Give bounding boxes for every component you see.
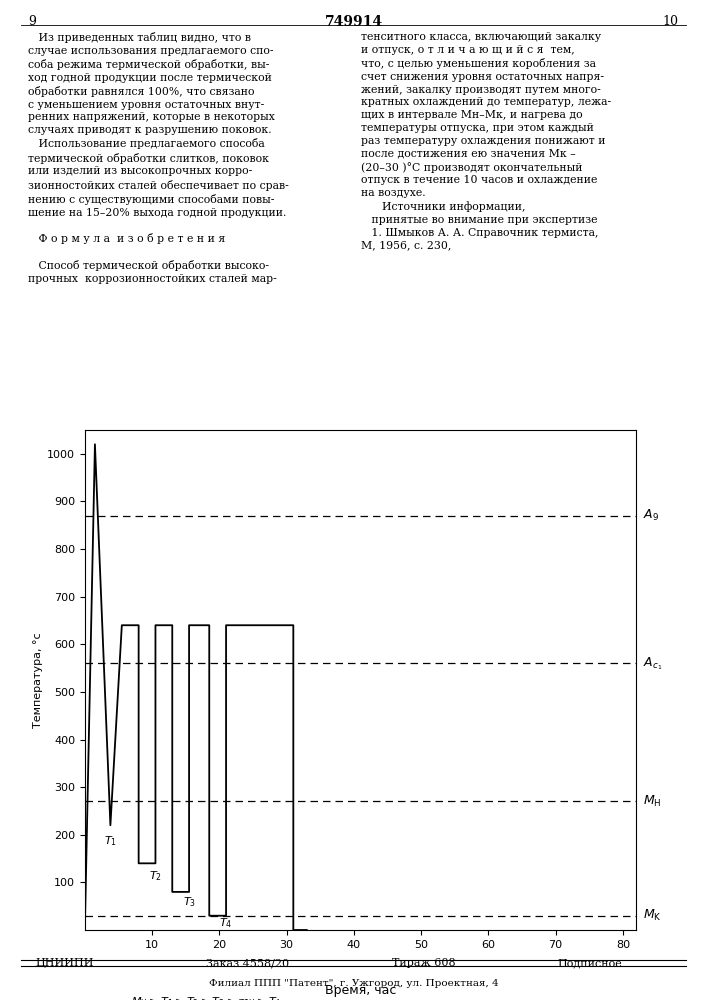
Text: тенситного класса, включающий закалку
и отпуск, о т л и ч а ю щ и й с я  тем,
чт: тенситного класса, включающий закалку и … [361,32,611,250]
Text: Из приведенных таблиц видно, что в
случае использования предлагаемого спо-
соба : Из приведенных таблиц видно, что в случа… [28,32,289,284]
Text: $M_{\mathsf{K}}$: $M_{\mathsf{K}}$ [643,908,662,923]
Text: 9: 9 [28,15,36,28]
Text: $A_{c_1}$: $A_{c_1}$ [643,655,662,672]
Text: 10: 10 [662,15,679,28]
Text: $A_9$: $A_9$ [643,508,659,523]
Text: Подписное: Подписное [557,958,622,968]
Text: Заказ 4558/20: Заказ 4558/20 [206,958,289,968]
Text: 749914: 749914 [325,15,382,29]
Text: ЦНИИПИ: ЦНИИПИ [35,958,94,968]
Text: $T_1$: $T_1$ [104,834,117,848]
Y-axis label: Температура, °с: Температура, °с [33,632,43,728]
X-axis label: Время, час: Время, час [325,984,396,997]
Text: Филиал ППП "Патент", г. Ужгород, ул. Проектная, 4: Филиал ППП "Патент", г. Ужгород, ул. Про… [209,980,498,988]
Text: $M_{\mathsf{H}}$: $M_{\mathsf{H}}$ [643,794,662,809]
Text: $T_4$: $T_4$ [219,917,233,930]
Text: Тираж 608: Тираж 608 [392,958,456,968]
Text: $M_{\mathsf{H}} > T_1 > T_2 > T_3 > m_{\mathsf{H}} > T_4$: $M_{\mathsf{H}} > T_1 > T_2 > T_3 > m_{\… [131,995,281,1000]
Text: $T_3$: $T_3$ [182,895,196,909]
Text: $T_2$: $T_2$ [149,869,162,883]
